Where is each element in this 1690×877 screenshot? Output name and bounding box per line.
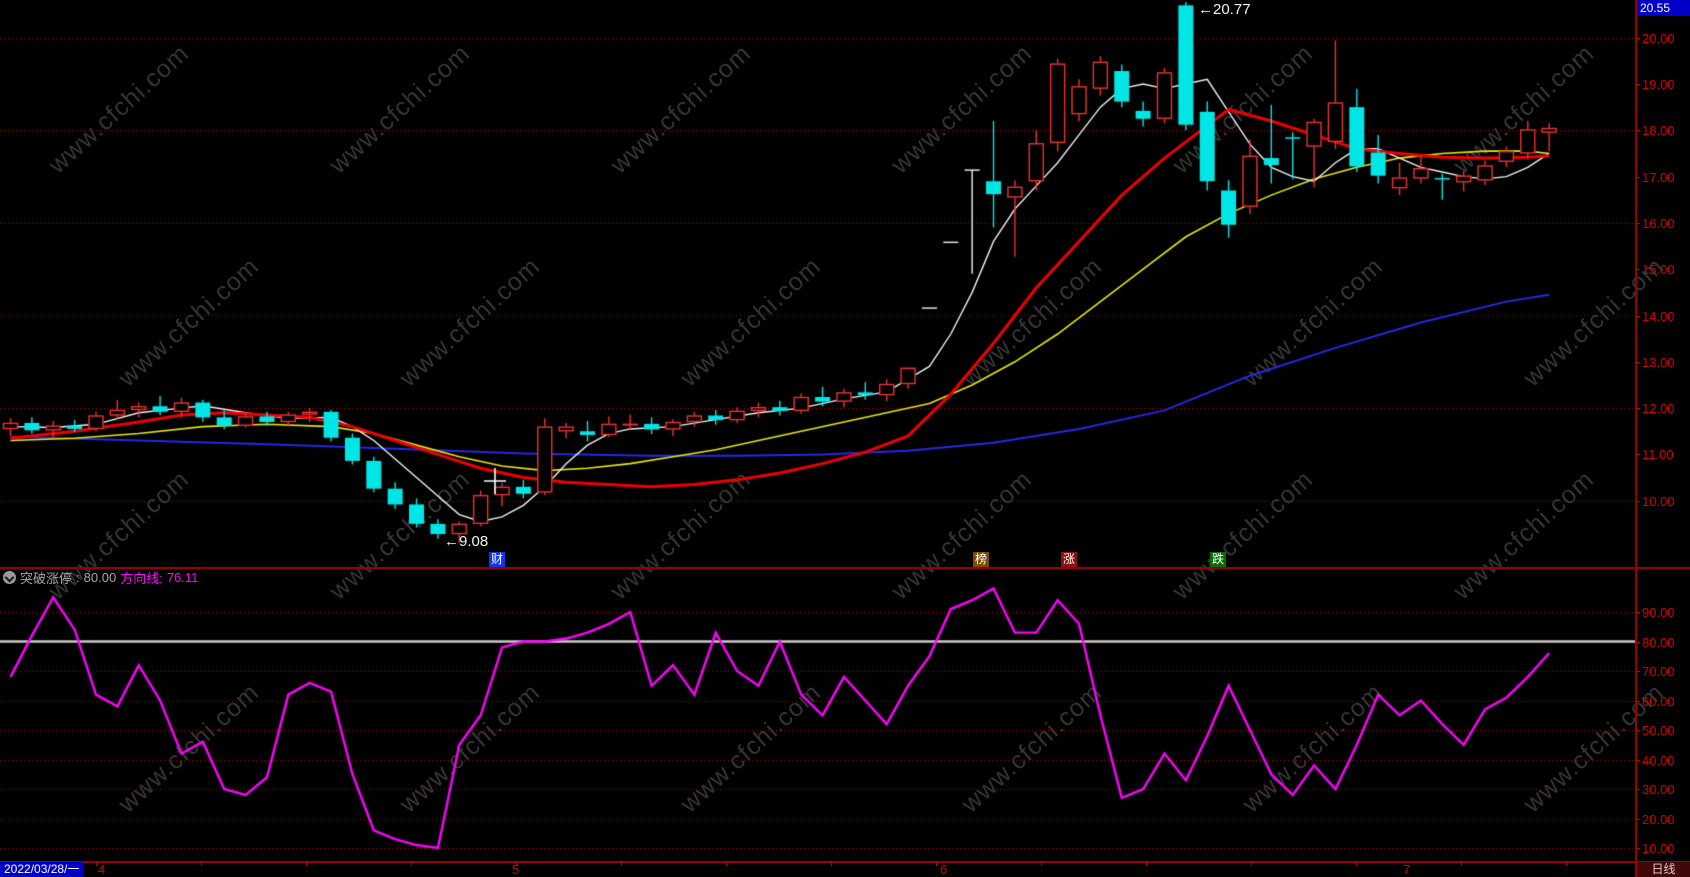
- date-cell: 2022/03/28/一: [0, 862, 84, 877]
- axis-tick: [1635, 408, 1640, 410]
- axis-tick: [1635, 315, 1640, 317]
- axis-tick: [1635, 730, 1640, 731]
- month-label-6: 6: [940, 862, 948, 877]
- direction-line-value: 76.11: [166, 569, 199, 585]
- axis-tick: [1635, 671, 1640, 672]
- axis-tick: [1635, 789, 1640, 790]
- week-tick: [516, 861, 517, 866]
- week-tick: [201, 861, 202, 866]
- month-label-4: 4: [98, 862, 106, 877]
- axis-label: 80.00: [1642, 634, 1675, 650]
- indicator-threshold-value: 80.00: [83, 569, 117, 585]
- week-tick: [1041, 861, 1042, 866]
- direction-line-label: 方向线:: [120, 570, 163, 586]
- week-tick: [1356, 861, 1357, 866]
- axis-label: 20.00: [1642, 30, 1675, 46]
- high-annotation: ←20.77: [1198, 1, 1251, 18]
- axis-label: 15.00: [1642, 262, 1675, 278]
- axis-tick: [1635, 361, 1640, 363]
- period-selector[interactable]: 日线: [1637, 862, 1690, 877]
- indicator-sep: :: [76, 569, 80, 585]
- right-axis-border: [1635, 0, 1637, 877]
- week-tick: [1146, 861, 1147, 866]
- candlestick-chart-canvas[interactable]: [0, 0, 1635, 567]
- axis-label: 60.00: [1642, 693, 1675, 709]
- axis-label: 19.00: [1642, 77, 1675, 92]
- axis-tick: [1635, 37, 1640, 39]
- axis-tick: [1635, 759, 1640, 761]
- indicator-chart-canvas[interactable]: [0, 568, 1635, 861]
- indicator-name: 突破涨停: [20, 570, 73, 586]
- axis-label: 10.00: [1642, 841, 1675, 856]
- axis-tick: [1635, 84, 1640, 85]
- axis-tick: [1635, 612, 1640, 613]
- axis-label: 10.00: [1642, 493, 1675, 509]
- panel-divider[interactable]: [0, 567, 1690, 569]
- axis-label: 50.00: [1642, 723, 1675, 738]
- week-tick: [831, 861, 832, 866]
- axis-tick: [1635, 222, 1640, 224]
- week-tick: [1251, 861, 1252, 866]
- month-label-5: 5: [512, 862, 520, 877]
- axis-tick: [1635, 641, 1640, 643]
- event-tag-涨[interactable]: 涨: [1061, 552, 1077, 567]
- week-tick: [306, 861, 307, 866]
- axis-label: 12.00: [1642, 401, 1675, 417]
- timeline-border: [0, 861, 1690, 863]
- axis-tick: [1635, 454, 1640, 456]
- axis-label: 30.00: [1642, 782, 1675, 797]
- week-tick: [936, 861, 937, 866]
- axis-label: 90.00: [1642, 605, 1675, 620]
- indicator-header: 突破涨停 : 80.00 方向线: 76.11: [3, 569, 199, 586]
- axis-label: 11.00: [1642, 447, 1674, 463]
- chevron-circle-icon[interactable]: [3, 570, 16, 584]
- axis-label: 13.00: [1642, 354, 1675, 370]
- week-tick: [726, 861, 727, 866]
- axis-tick: [1635, 500, 1640, 502]
- axis-tick: [1635, 130, 1640, 132]
- week-tick: [1566, 861, 1567, 866]
- week-tick: [1461, 861, 1462, 866]
- axis-tick: [1635, 848, 1640, 849]
- event-tag-财[interactable]: 财: [489, 552, 505, 567]
- axis-tick: [1635, 269, 1640, 271]
- event-tag-榜[interactable]: 榜: [973, 552, 989, 567]
- axis-label: 70.00: [1642, 664, 1675, 679]
- axis-label: 17.00: [1642, 169, 1675, 185]
- event-tag-跌[interactable]: 跌: [1210, 552, 1226, 567]
- axis-label: 18.00: [1642, 123, 1675, 139]
- low-annotation: ←9.08: [444, 533, 489, 550]
- axis-label: 20.00: [1642, 811, 1675, 827]
- week-tick: [96, 861, 97, 866]
- week-tick: [411, 861, 412, 866]
- axis-label: 40.00: [1642, 752, 1675, 768]
- axis-tick: [1635, 818, 1640, 820]
- axis-tick: [1635, 700, 1640, 702]
- axis-tick: [1635, 176, 1640, 178]
- axis-label: 16.00: [1642, 215, 1675, 231]
- axis-label: 14.00: [1642, 308, 1675, 324]
- month-label-7: 7: [1403, 862, 1411, 877]
- week-tick: [621, 861, 622, 866]
- latest-price-box: 20.55: [1637, 0, 1690, 16]
